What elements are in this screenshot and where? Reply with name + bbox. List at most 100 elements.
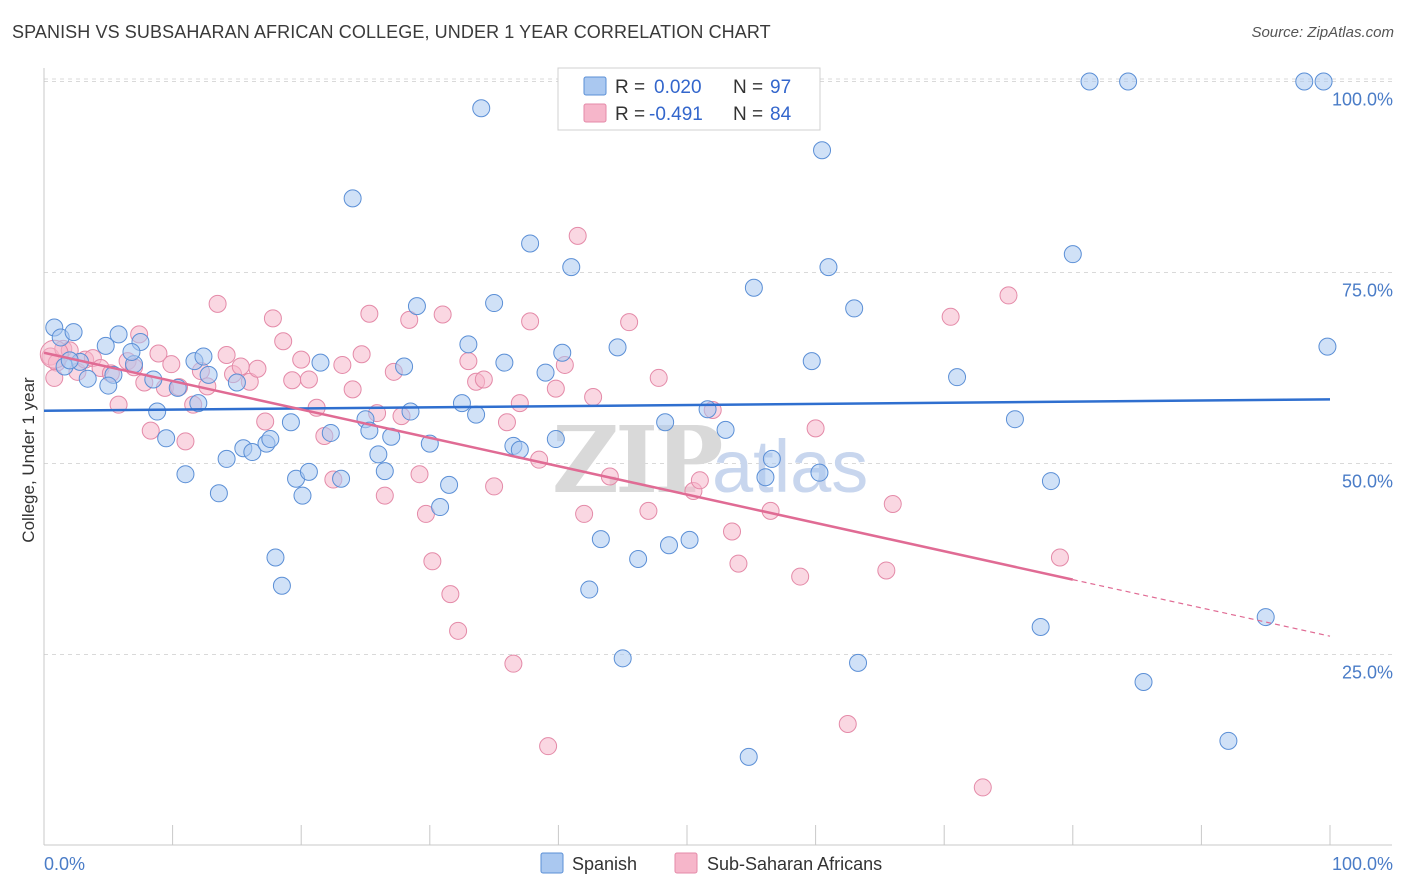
- point-sub-saharan-africans: [263, 309, 282, 328]
- point-sub-saharan-africans: [883, 494, 902, 513]
- point-sub-saharan-africans: [485, 477, 504, 496]
- point-spanish: [122, 342, 141, 361]
- point-sub-saharan-africans: [360, 304, 379, 323]
- point-sub-saharan-africans: [449, 621, 468, 640]
- point-spanish: [281, 413, 300, 432]
- trend-line-sub-saharan-africans-extension: [1072, 579, 1331, 637]
- point-spanish: [1119, 72, 1138, 91]
- point-spanish: [189, 394, 208, 413]
- point-spanish: [1314, 72, 1333, 91]
- trend-line-sub-saharan-africans: [43, 351, 1074, 581]
- y-tick-label-75: 75.0%: [1342, 281, 1393, 301]
- source-label: Source: ZipAtlas.com: [1251, 24, 1394, 41]
- point-sub-saharan-africans: [521, 312, 540, 331]
- point-sub-saharan-africans: [575, 504, 594, 523]
- x-tick-label-min: 0.0%: [44, 854, 85, 874]
- point-spanish: [266, 548, 285, 567]
- bottom-legend-label-african: Sub-Saharan Africans: [707, 854, 882, 874]
- point-spanish: [401, 402, 420, 421]
- point-spanish: [521, 234, 540, 253]
- point-spanish: [375, 462, 394, 481]
- point-sub-saharan-africans: [433, 305, 452, 324]
- point-sub-saharan-africans: [45, 368, 64, 387]
- point-spanish: [744, 278, 763, 297]
- axes: [43, 68, 1392, 846]
- point-spanish: [395, 357, 414, 376]
- point-spanish: [1063, 245, 1082, 264]
- point-sub-saharan-africans: [299, 370, 318, 389]
- point-spanish: [157, 429, 176, 448]
- point-spanish: [1031, 617, 1050, 636]
- point-sub-saharan-africans: [973, 778, 992, 797]
- legend-r-value-spanish: 0.020: [654, 77, 702, 98]
- point-sub-saharan-africans: [941, 307, 960, 326]
- point-sub-saharan-africans: [441, 585, 460, 604]
- point-spanish: [227, 373, 246, 392]
- legend-swatch-spanish: [583, 76, 607, 96]
- point-spanish: [1318, 337, 1337, 356]
- point-spanish: [243, 443, 262, 462]
- chart-title: SPANISH VS SUBSAHARAN AFRICAN COLLEGE, U…: [12, 22, 771, 42]
- legend-r-label-african: R =: [615, 104, 645, 125]
- x-tick-labels: 0.0% 100.0%: [44, 854, 1393, 874]
- point-spanish: [485, 294, 504, 313]
- point-spanish: [369, 445, 388, 464]
- point-sub-saharan-africans: [423, 552, 442, 571]
- point-spanish: [613, 649, 632, 668]
- point-spanish: [452, 394, 471, 413]
- point-sub-saharan-africans: [649, 368, 668, 387]
- point-spanish: [562, 258, 581, 277]
- point-sub-saharan-africans: [791, 567, 810, 586]
- point-spanish: [1256, 608, 1275, 627]
- point-sub-saharan-africans: [546, 379, 565, 398]
- point-spanish: [849, 653, 868, 672]
- point-sub-saharan-africans: [690, 471, 709, 490]
- point-sub-saharan-africans: [838, 715, 857, 734]
- point-sub-saharan-africans: [208, 294, 227, 313]
- legend-r-label-spanish: R =: [615, 77, 645, 98]
- point-spanish: [407, 297, 426, 316]
- point-spanish: [813, 141, 832, 160]
- point-sub-saharan-africans: [149, 344, 168, 363]
- point-sub-saharan-africans: [877, 561, 896, 580]
- point-sub-saharan-africans: [283, 371, 302, 390]
- point-spanish: [311, 353, 330, 372]
- point-spanish: [64, 323, 83, 342]
- point-spanish: [467, 405, 486, 424]
- point-sub-saharan-africans: [620, 313, 639, 332]
- point-spanish: [144, 370, 163, 389]
- point-spanish: [261, 430, 280, 449]
- point-spanish: [608, 338, 627, 357]
- bottom-legend-label-spanish: Spanish: [572, 854, 637, 874]
- point-spanish: [440, 475, 459, 494]
- bottom-legend: Spanish Sub-Saharan Africans: [540, 852, 882, 874]
- point-spanish: [1295, 72, 1314, 91]
- point-spanish: [716, 420, 735, 439]
- y-tick-label-50: 50.0%: [1342, 472, 1393, 492]
- point-sub-saharan-africans: [217, 346, 236, 365]
- legend-n-value-african: 84: [770, 104, 792, 125]
- point-spanish: [148, 402, 167, 421]
- point-spanish: [209, 484, 228, 503]
- point-sub-saharan-africans: [162, 355, 181, 374]
- point-sub-saharan-africans: [639, 501, 658, 520]
- point-spanish: [659, 536, 678, 555]
- point-sub-saharan-africans: [729, 554, 748, 573]
- legend-r-value-african: -0.491: [649, 104, 703, 125]
- point-spanish: [96, 336, 115, 355]
- point-sub-saharan-africans: [504, 654, 523, 673]
- point-spanish: [536, 363, 555, 382]
- point-spanish: [802, 352, 821, 371]
- point-spanish: [321, 423, 340, 442]
- point-spanish: [591, 530, 610, 549]
- point-spanish: [78, 369, 97, 388]
- trend-line-spanish: [43, 398, 1331, 413]
- y-tick-label-100: 100.0%: [1332, 90, 1393, 110]
- trend-lines: [43, 351, 1331, 637]
- point-sub-saharan-africans: [410, 465, 429, 484]
- point-sub-saharan-africans: [248, 359, 267, 378]
- point-sub-saharan-africans: [333, 355, 352, 374]
- point-sub-saharan-africans: [459, 352, 478, 371]
- point-spanish: [629, 550, 648, 568]
